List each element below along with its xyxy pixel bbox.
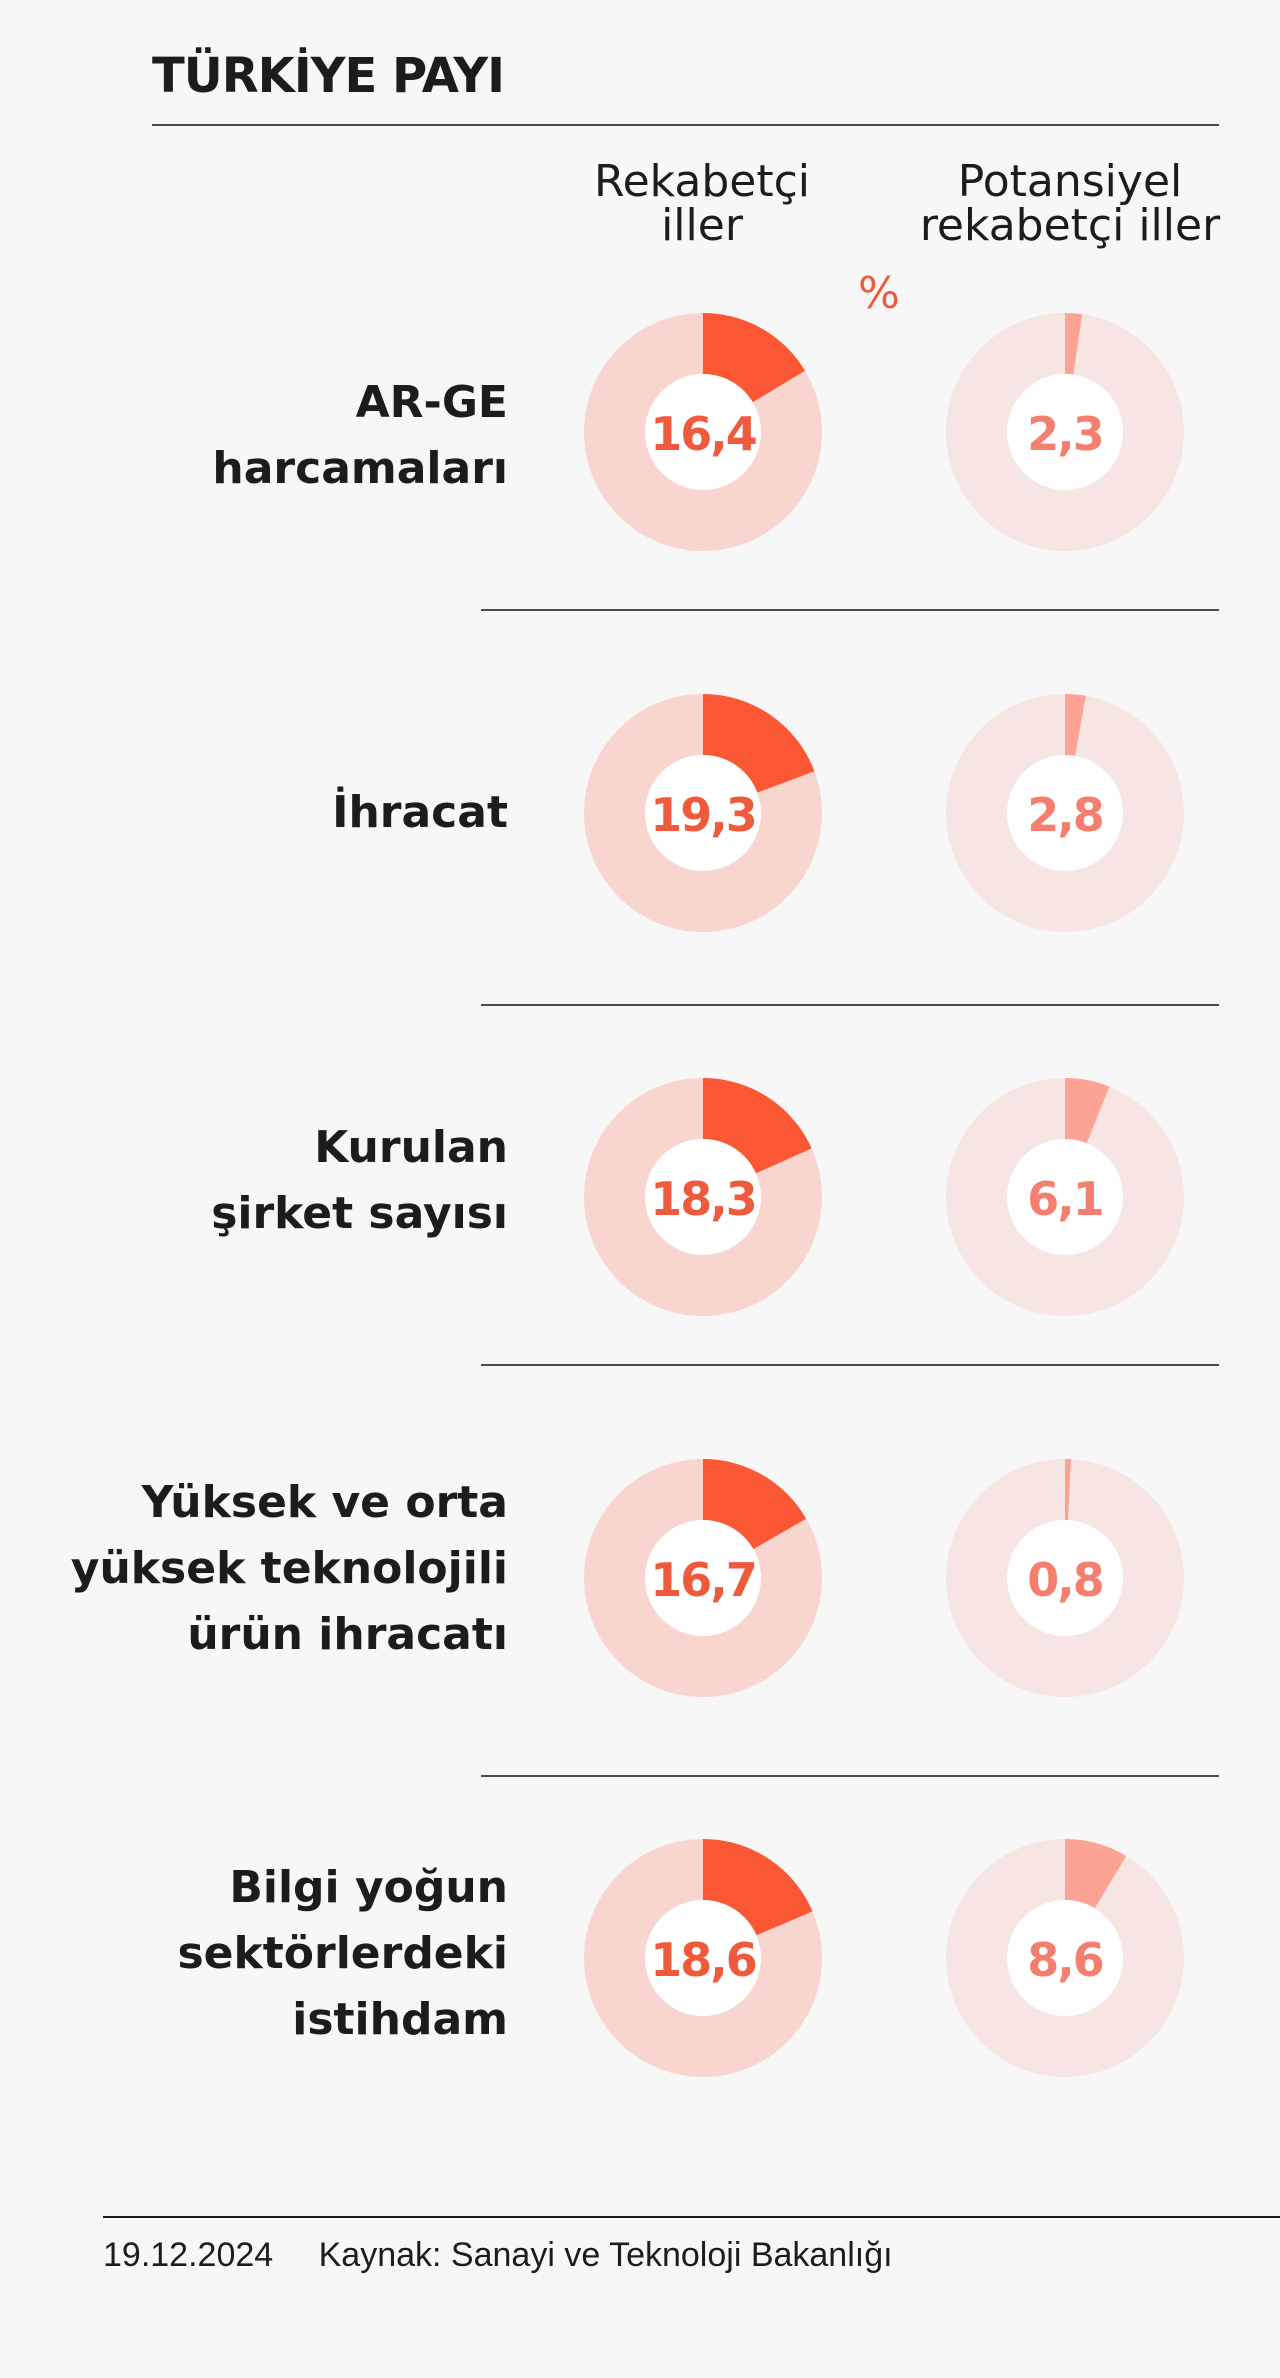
competitive-slice xyxy=(703,1839,813,1936)
competitive-donut: 16,7 xyxy=(584,1459,822,1697)
category-label-line: ürün ihracatı xyxy=(187,1609,508,1660)
competitive-hole xyxy=(645,755,761,871)
category-label-line: Kurulan xyxy=(314,1122,508,1173)
potential-value-label: 2,8 xyxy=(1027,788,1103,842)
column-header-line: iller xyxy=(661,200,743,251)
category-label-line: istihdam xyxy=(292,1994,508,2045)
category-label-line: Bilgi yoğun xyxy=(229,1862,508,1913)
competitive-value-label: 16,7 xyxy=(650,1553,756,1607)
category-label-line: yüksek teknolojili xyxy=(70,1543,508,1594)
row-divider xyxy=(481,1775,1219,1777)
competitive-value-label: 19,3 xyxy=(650,788,756,842)
potential-value-label: 2,3 xyxy=(1027,407,1103,461)
competitive-value-label: 16,4 xyxy=(650,407,756,461)
potential-hole xyxy=(1007,1900,1123,2016)
potential-donut: 2,8 xyxy=(946,694,1184,932)
footer-source: Kaynak: Sanayi ve Teknoloji Bakanlığı xyxy=(318,2236,893,2274)
category-label-line: harcamaları xyxy=(212,443,508,494)
potential-slice xyxy=(1065,313,1083,375)
row-divider xyxy=(481,609,1219,611)
potential-donut: 0,8 xyxy=(946,1459,1184,1697)
competitive-donut: 19,3 xyxy=(584,694,822,932)
title-divider xyxy=(152,124,1219,126)
competitive-value-label: 18,3 xyxy=(650,1172,756,1226)
category-label: İhracat xyxy=(28,780,508,846)
category-label-line: İhracat xyxy=(332,787,508,838)
competitive-hole xyxy=(645,1900,761,2016)
potential-donut: 8,6 xyxy=(946,1839,1184,2077)
competitive-donut: 16,4 xyxy=(584,313,822,551)
category-label-line: AR-GE xyxy=(355,377,508,428)
column-header-competitive: Rekabetçi iller xyxy=(552,160,852,248)
chart-title: TÜRKİYE PAYI xyxy=(152,48,505,104)
potential-slice xyxy=(1065,694,1086,756)
row-divider xyxy=(481,1004,1219,1006)
competitive-slice xyxy=(703,694,815,793)
potential-hole xyxy=(1007,1520,1123,1636)
column-header-line: rekabetçi iller xyxy=(919,200,1221,251)
footer: 19.12.2024 Kaynak: Sanayi ve Teknoloji B… xyxy=(103,2236,893,2275)
potential-value-label: 8,6 xyxy=(1027,1933,1103,1987)
column-header-line: Rekabetçi xyxy=(593,156,810,207)
category-label: Kurulan şirket sayısı xyxy=(28,1115,508,1247)
potential-hole xyxy=(1007,1139,1123,1255)
competitive-hole xyxy=(645,1139,761,1255)
column-header-potential: Potansiyel rekabetçi iller xyxy=(905,160,1235,248)
category-label: Yüksek ve orta yüksek teknolojili ürün ihr… xyxy=(28,1470,508,1668)
potential-slice xyxy=(1065,1459,1071,1521)
competitive-value-label: 18,6 xyxy=(650,1933,756,1987)
potential-donut: 6,1 xyxy=(946,1078,1184,1316)
potential-slice xyxy=(1065,1078,1110,1144)
footer-divider xyxy=(103,2216,1280,2218)
potential-slice xyxy=(1065,1839,1127,1909)
competitive-donut: 18,6 xyxy=(584,1839,822,2077)
potential-donut: 2,3 xyxy=(946,313,1184,551)
competitive-slice xyxy=(703,313,806,403)
potential-value-label: 6,1 xyxy=(1027,1172,1103,1226)
category-label: AR-GE harcamaları xyxy=(28,370,508,502)
potential-hole xyxy=(1007,755,1123,871)
unit-label: % xyxy=(858,268,900,319)
competitive-hole xyxy=(645,374,761,490)
category-label-line: sektörlerdeki xyxy=(177,1928,508,1979)
category-label: Bilgi yoğun sektörlerdeki istihdam xyxy=(28,1855,508,2053)
competitive-slice xyxy=(703,1459,807,1550)
category-label-line: Yüksek ve orta xyxy=(141,1477,508,1528)
potential-hole xyxy=(1007,374,1123,490)
potential-value-label: 0,8 xyxy=(1027,1553,1103,1607)
competitive-hole xyxy=(645,1520,761,1636)
category-label-line: şirket sayısı xyxy=(211,1188,508,1239)
competitive-donut: 18,3 xyxy=(584,1078,822,1316)
footer-date: 19.12.2024 xyxy=(103,2236,274,2274)
row-divider xyxy=(481,1364,1219,1366)
competitive-slice xyxy=(703,1078,812,1174)
column-header-line: Potansiyel xyxy=(957,156,1183,207)
